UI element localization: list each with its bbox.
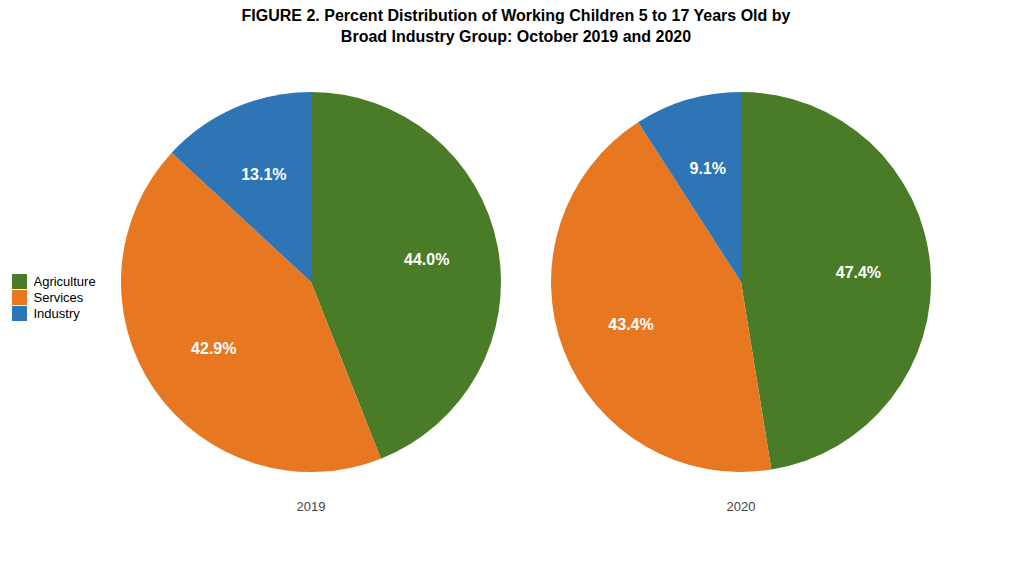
svg-text:2020: 2020: [726, 498, 755, 513]
html-text:Agriculture: Agriculture: [33, 274, 96, 290]
svg-text:42.9%: 42.9%: [191, 340, 236, 357]
html-text:FIGURE 2. Percent Distribution: FIGURE 2. Percent Distribution of Workin…: [241, 7, 791, 45]
html-text:Industry: Industry: [33, 306, 80, 322]
svg-text:43.4%: 43.4%: [608, 315, 653, 332]
svg-text:9.1%: 9.1%: [689, 160, 725, 177]
svg-text:2019: 2019: [296, 498, 325, 513]
svg-text:13.1%: 13.1%: [241, 165, 286, 182]
svg-text:47.4%: 47.4%: [835, 264, 880, 281]
svg-text:44.0%: 44.0%: [404, 251, 449, 268]
html-text:Services: Services: [33, 290, 84, 306]
